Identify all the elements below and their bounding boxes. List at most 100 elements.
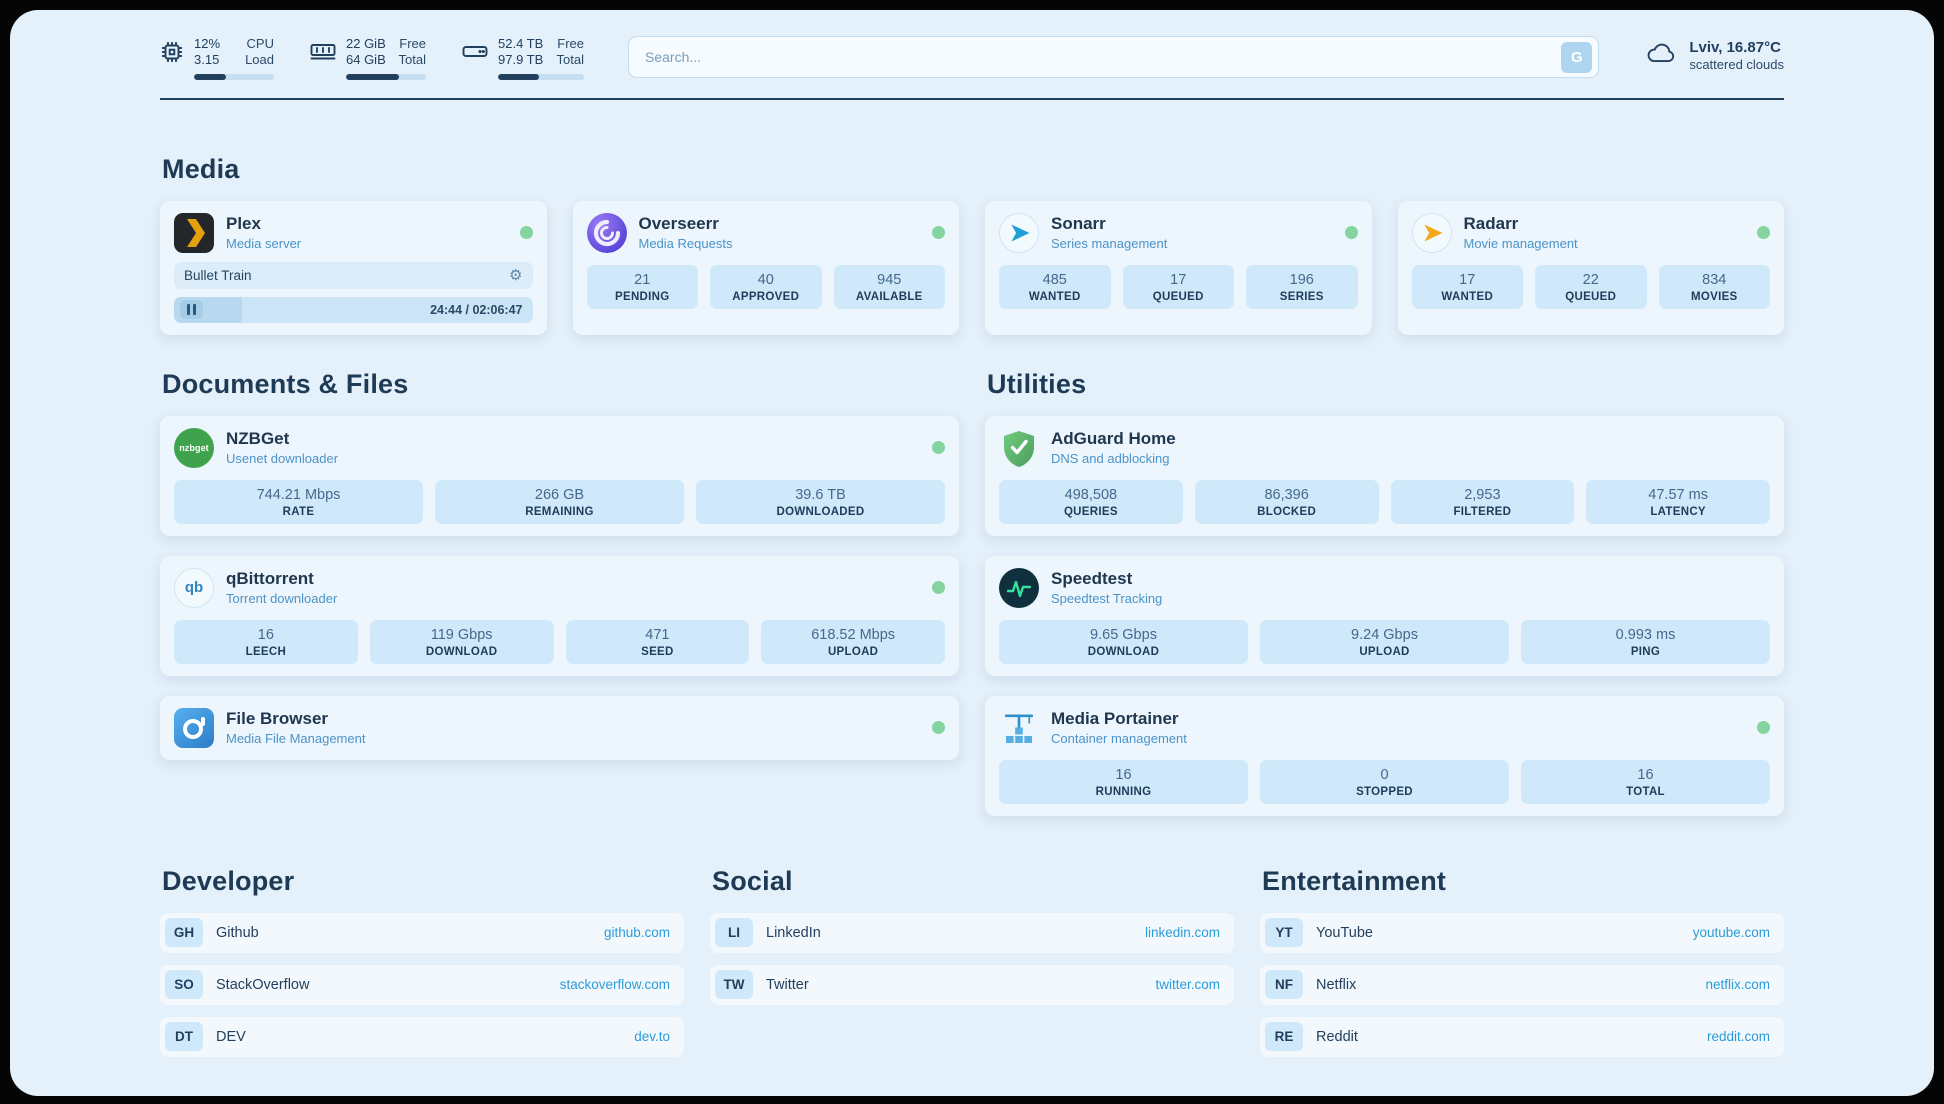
- sonarr-card[interactable]: Sonarr Series management 485 WANTED 17 Q…: [985, 200, 1372, 335]
- filebrowser-card[interactable]: File Browser Media File Management: [160, 695, 959, 760]
- ram-icon: [310, 40, 336, 67]
- status-dot: [1757, 721, 1770, 734]
- app-subtitle: Container management: [1051, 731, 1187, 747]
- app-name: Overseerr: [638, 213, 719, 233]
- ram-label-2: Total: [398, 52, 426, 68]
- status-dot: [932, 441, 945, 454]
- app-subtitle: Movie management: [1463, 236, 1578, 252]
- stat-wanted: 485 WANTED: [999, 264, 1111, 309]
- ram-widget: 22 GiB Free 64 GiB Total: [310, 36, 426, 80]
- status-dot: [1757, 226, 1770, 239]
- cpu-label-1: CPU: [246, 36, 274, 51]
- app-subtitle: DNS and adblocking: [1051, 451, 1170, 467]
- stat-upload: 618.52 Mbps UPLOAD: [761, 619, 945, 664]
- disk-progress-fill: [498, 73, 540, 80]
- disk-total-value: 97.9 TB: [498, 52, 544, 68]
- stat-queries: 498,508 QUERIES: [999, 479, 1183, 524]
- status-dot: [932, 581, 945, 594]
- adguard-icon: [999, 428, 1039, 468]
- bookmark-youtube[interactable]: YT YouTube youtube.com: [1260, 912, 1784, 953]
- top-bar: 12% CPU 3.15 Load: [160, 36, 1784, 80]
- bookmark-url: stackoverflow.com: [559, 977, 670, 992]
- nzbget-icon: nzbget: [174, 427, 214, 468]
- bookmark-linkedin[interactable]: LI LinkedIn linkedin.com: [710, 912, 1234, 953]
- plex-icon: [174, 212, 214, 253]
- app-subtitle: Series management: [1051, 236, 1168, 252]
- app-name: Speedtest: [1051, 568, 1133, 588]
- search-provider-button[interactable]: G: [1561, 41, 1593, 73]
- speedtest-icon: [999, 567, 1039, 608]
- nzbget-card[interactable]: nzbget NZBGet Usenet downloader 744.21 M…: [160, 415, 959, 536]
- stat-pending: 21 PENDING: [586, 264, 698, 309]
- disk-icon: [462, 40, 488, 67]
- gear-icon[interactable]: ⚙: [509, 266, 523, 284]
- bookmark-reddit[interactable]: RE Reddit reddit.com: [1260, 1016, 1784, 1057]
- qbittorrent-card[interactable]: qb qBittorrent Torrent downloader 16 LEE…: [160, 555, 959, 676]
- status-dot: [932, 721, 945, 734]
- social-heading: Social: [712, 865, 793, 896]
- sonarr-icon: [999, 212, 1039, 253]
- app-subtitle: Speedtest Tracking: [1051, 591, 1163, 607]
- cloud-icon: [1643, 36, 1679, 75]
- bookmark-abbr: GH: [165, 918, 203, 947]
- bookmark-url: linkedin.com: [1144, 925, 1220, 940]
- stat-movies: 834 MOVIES: [1658, 264, 1770, 309]
- stat-ping: 0.993 ms PING: [1521, 619, 1770, 664]
- stat-rate: 744.21 Mbps RATE: [174, 479, 423, 524]
- plex-card[interactable]: Plex Media server Bullet Train ⚙: [160, 200, 547, 335]
- app-name: Radarr: [1463, 213, 1519, 233]
- stat-filtered: 2,953 FILTERED: [1390, 479, 1575, 524]
- app-name: AdGuard Home: [1051, 428, 1176, 448]
- stat-available: 945 AVAILABLE: [833, 264, 945, 309]
- bookmark-name: Netflix: [1316, 976, 1357, 993]
- bookmark-netflix[interactable]: NF Netflix netflix.com: [1260, 964, 1784, 1005]
- ram-progress-fill: [346, 73, 399, 80]
- app-name: File Browser: [226, 708, 329, 728]
- ram-total-value: 64 GiB: [346, 52, 386, 68]
- stat-seed: 471 SEED: [565, 619, 750, 664]
- app-subtitle: Torrent downloader: [226, 591, 338, 607]
- pause-button[interactable]: [180, 300, 203, 319]
- entertainment-heading: Entertainment: [1262, 865, 1447, 896]
- header-divider: [160, 97, 1784, 100]
- radarr-icon: [1411, 212, 1452, 253]
- overseerr-icon: [586, 212, 627, 253]
- cpu-load-value: 3.15: [194, 52, 220, 68]
- cpu-usage-value: 12%: [194, 36, 221, 51]
- bookmark-url: twitter.com: [1155, 977, 1220, 992]
- now-playing-title: Bullet Train: [184, 267, 252, 283]
- bookmark-name: Reddit: [1316, 1028, 1358, 1045]
- bookmark-twitter[interactable]: TW Twitter twitter.com: [710, 964, 1234, 1005]
- bookmark-url: dev.to: [634, 1029, 670, 1044]
- cpu-icon: [160, 40, 184, 69]
- bookmark-abbr: YT: [1265, 918, 1303, 947]
- playback-progress-bar[interactable]: 24:44 / 02:06:47: [174, 296, 533, 323]
- stat-download: 9.65 Gbps DOWNLOAD: [999, 619, 1248, 664]
- filebrowser-icon: [174, 707, 214, 748]
- adguard-card[interactable]: AdGuard Home DNS and adblocking 498,508 …: [985, 415, 1784, 536]
- radarr-card[interactable]: Radarr Movie management 17 WANTED 22 QUE…: [1397, 200, 1784, 335]
- section-documents: Documents & Files nzbget NZBGet Usenet d…: [160, 369, 959, 816]
- app-subtitle: Media File Management: [226, 731, 366, 747]
- bookmark-name: DEV: [216, 1028, 246, 1045]
- bookmark-github[interactable]: GH Github github.com: [160, 912, 684, 953]
- bookmark-stackoverflow[interactable]: SO StackOverflow stackoverflow.com: [160, 964, 684, 1005]
- app-subtitle: Media Requests: [638, 236, 733, 252]
- portainer-icon: [999, 708, 1039, 748]
- status-dot: [932, 226, 945, 239]
- media-heading: Media: [162, 153, 240, 184]
- disk-progress-bar: [498, 73, 584, 80]
- bookmark-dev[interactable]: DT DEV dev.to: [160, 1016, 684, 1057]
- app-subtitle: Media server: [226, 236, 302, 252]
- ram-label-1: Free: [399, 36, 426, 51]
- app-name: Plex: [226, 213, 261, 233]
- portainer-card[interactable]: Media Portainer Container management 16 …: [985, 695, 1784, 816]
- status-dot: [519, 226, 533, 239]
- bookmark-name: LinkedIn: [766, 924, 821, 941]
- search-input[interactable]: [643, 48, 1562, 66]
- overseerr-card[interactable]: Overseerr Media Requests 21 PENDING 40 A…: [572, 200, 959, 335]
- ram-free-value: 22 GiB: [346, 36, 386, 51]
- stat-leech: 16 LEECH: [174, 619, 358, 664]
- speedtest-card[interactable]: Speedtest Speedtest Tracking 9.65 Gbps D…: [985, 555, 1784, 676]
- utilities-heading: Utilities: [987, 368, 1087, 399]
